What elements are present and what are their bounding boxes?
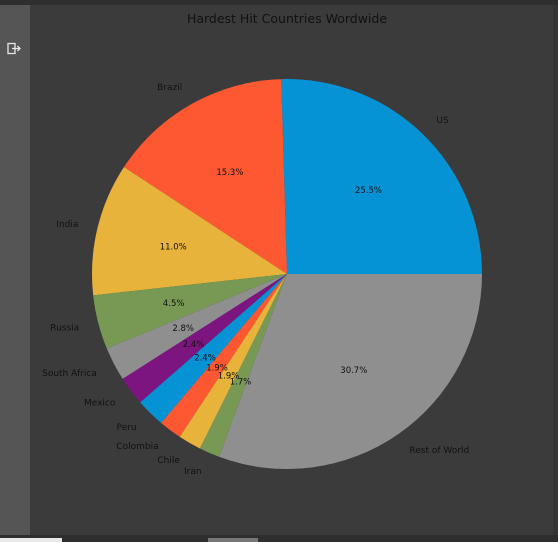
slice-label-iran: Iran — [184, 467, 202, 477]
slice-percent-south-africa: 2.8% — [172, 324, 194, 334]
slice-label-south-africa: South Africa — [42, 369, 97, 379]
pie-slices — [92, 79, 482, 470]
pie-slice-peru — [140, 274, 287, 423]
pie-slice-us — [281, 79, 482, 275]
slice-label-brazil: Brazil — [157, 83, 182, 93]
slice-percent-iran: 1.7% — [230, 377, 252, 387]
pie-slice-south-africa — [106, 274, 287, 379]
right-edge — [553, 5, 558, 535]
pie-labels: US Brazil India Russia South Africa Mexico Per… — [42, 83, 469, 477]
bottom-tab-indicator — [0, 538, 62, 542]
slice-label-chile: Chile — [157, 456, 180, 466]
pie-slice-brazil — [123, 79, 288, 274]
chart-title: Hardest Hit Countries Wordwide — [187, 11, 387, 26]
slice-percent-india: 11.0% — [160, 243, 187, 253]
slice-percent-russia: 4.5% — [163, 299, 185, 309]
pie-slice-iran — [199, 274, 287, 457]
pie-slice-rest-of-world — [219, 274, 482, 470]
pie-percent-labels: 25.5%15.3%11.0%4.5%2.8%2.4%2.4%1.9%1.9%1… — [160, 168, 382, 387]
left-gutter — [0, 5, 30, 535]
slice-label-rest-of-world: Rest of World — [409, 446, 469, 456]
slice-percent-us: 25.5% — [355, 186, 382, 196]
slice-percent-brazil: 15.3% — [216, 168, 243, 178]
slice-label-mexico: Mexico — [84, 399, 116, 409]
pie-slice-russia — [93, 274, 288, 349]
slice-percent-colombia: 1.9% — [206, 364, 228, 374]
bottom-bar — [0, 535, 558, 542]
slice-percent-peru: 2.4% — [194, 353, 216, 363]
slice-label-us: US — [436, 116, 449, 126]
pie-slice-mexico — [122, 274, 287, 403]
exit-icon[interactable] — [6, 41, 22, 57]
window-top-border — [0, 0, 558, 5]
horizontal-scrollbar-thumb[interactable] — [208, 538, 258, 542]
pie-slice-chile — [179, 274, 287, 449]
slice-percent-rest-of-world: 30.7% — [340, 366, 367, 376]
slice-label-russia: Russia — [50, 323, 79, 333]
slice-label-colombia: Colombia — [116, 442, 158, 452]
pie-slice-india — [92, 167, 288, 296]
slice-label-peru: Peru — [117, 423, 137, 433]
pie-slice-colombia — [161, 274, 287, 437]
slice-percent-chile: 1.9% — [218, 371, 240, 381]
slice-label-india: India — [56, 220, 78, 230]
slice-percent-mexico: 2.4% — [183, 340, 205, 350]
